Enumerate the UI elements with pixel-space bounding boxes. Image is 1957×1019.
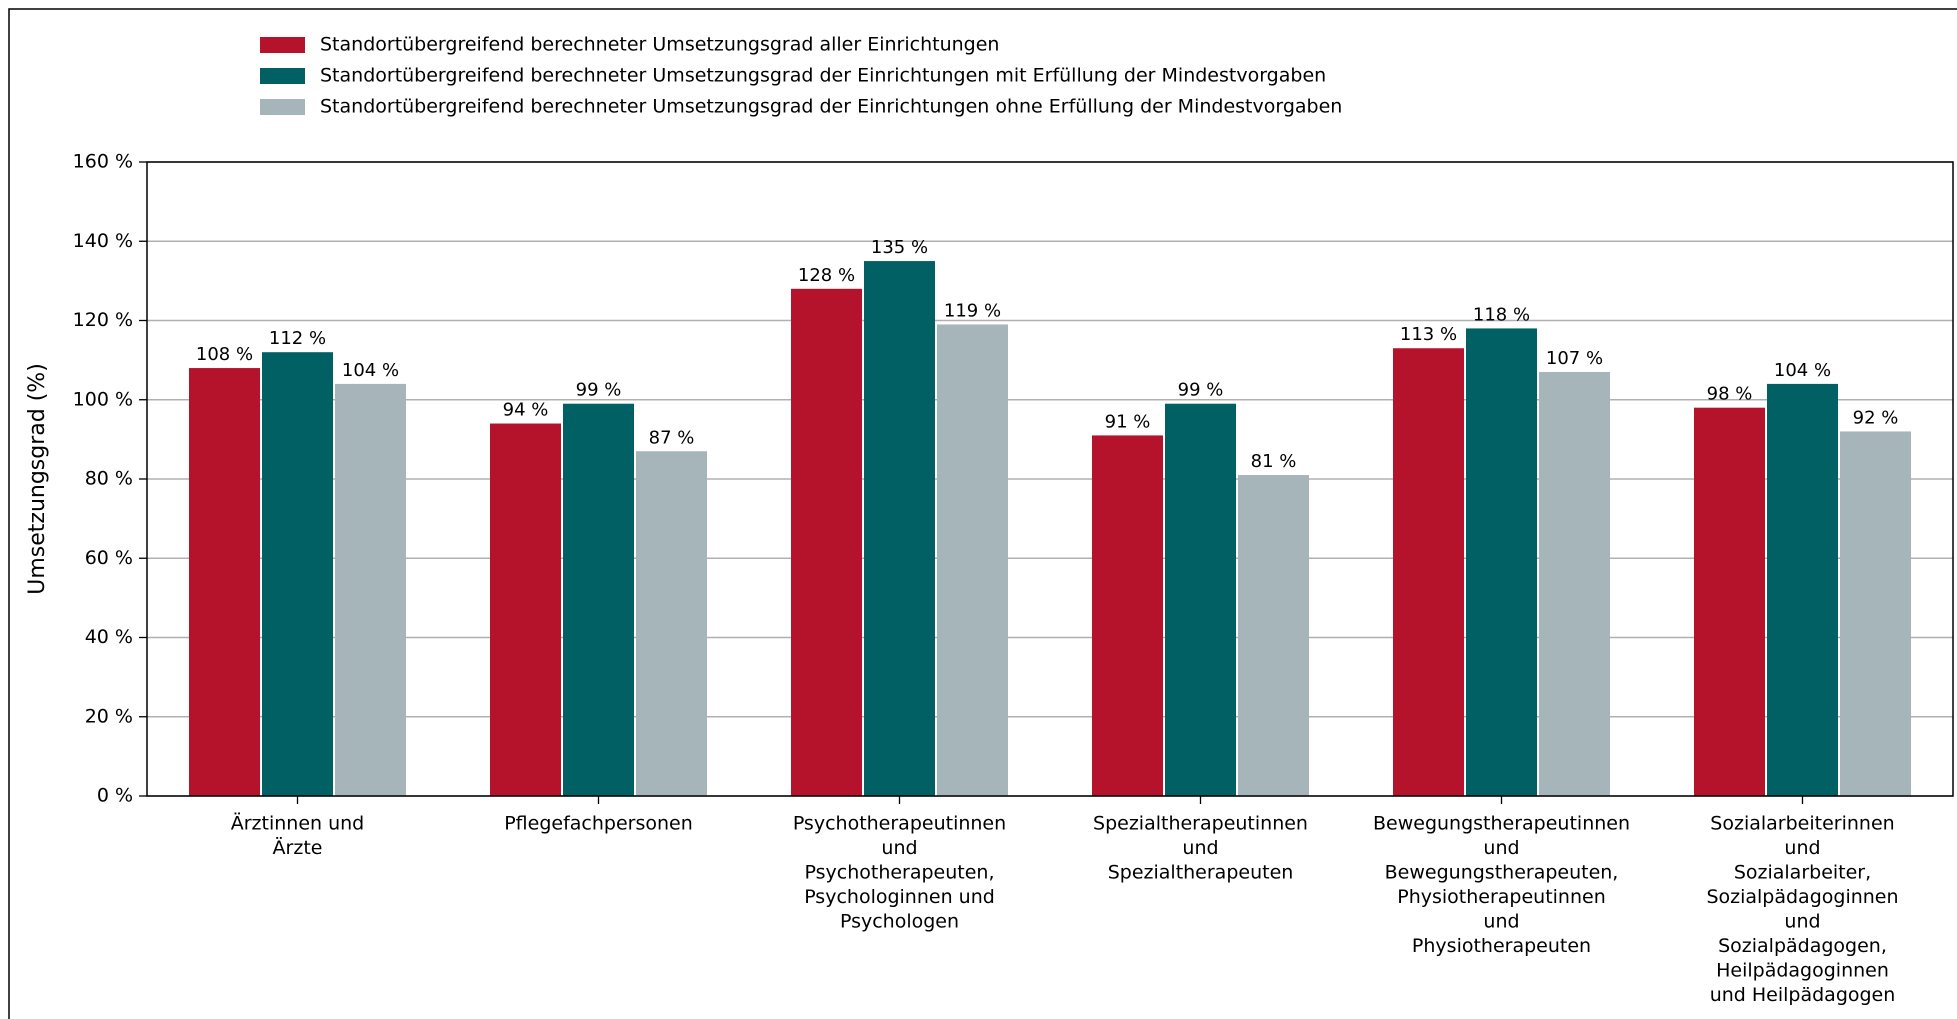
x-tick-label: Physiotherapeuten	[1412, 935, 1591, 957]
plot-frame	[146, 161, 1954, 797]
value-label: 118 %	[1473, 304, 1530, 325]
value-label: 107 %	[1546, 348, 1603, 369]
y-tick-label: 120 %	[73, 309, 133, 331]
legend-label: Standortübergreifend berechneter Umsetzu…	[320, 96, 1342, 118]
x-tick-label: und	[1182, 837, 1218, 859]
value-label: 91 %	[1105, 411, 1151, 432]
x-tick-label: Sozialpädagoginnen	[1706, 886, 1898, 908]
value-label: 99 %	[1178, 380, 1224, 401]
x-tick-label: Pflegefachpersonen	[504, 813, 693, 835]
x-tick-label: und	[881, 837, 917, 859]
x-tick-label: und	[1784, 837, 1820, 859]
x-tick-label: Psychologen	[840, 911, 959, 933]
value-label: 135 %	[871, 237, 928, 258]
value-label: 119 %	[944, 300, 1001, 321]
y-tick-label: 40 %	[85, 626, 133, 648]
legend-swatch	[260, 99, 305, 115]
bar	[1238, 475, 1309, 796]
value-label: 92 %	[1853, 407, 1899, 428]
bar	[1092, 435, 1163, 796]
value-label: 104 %	[342, 360, 399, 381]
bar	[1694, 407, 1765, 796]
bar	[791, 288, 862, 796]
bar	[636, 451, 707, 796]
value-label: 94 %	[503, 400, 549, 421]
bar	[490, 423, 561, 796]
x-tick-label: Ärzte	[273, 836, 323, 859]
bar	[563, 403, 634, 796]
bar	[1466, 328, 1537, 796]
x-tick-label: und	[1483, 911, 1519, 933]
x-tick-label: Bewegungstherapeuten,	[1385, 862, 1619, 884]
y-tick-label: 0 %	[97, 785, 133, 807]
value-label: 128 %	[798, 265, 855, 286]
value-label: 112 %	[269, 328, 326, 349]
x-tick-label: Heilpädagoginnen	[1716, 960, 1889, 982]
value-label: 104 %	[1774, 360, 1831, 381]
y-tick-label: 80 %	[85, 468, 133, 490]
x-tick-label: und	[1784, 911, 1820, 933]
bar	[937, 324, 1008, 796]
value-label: 99 %	[576, 380, 622, 401]
value-label: 98 %	[1707, 384, 1753, 405]
y-tick-label: 140 %	[73, 230, 133, 252]
x-tick-label: und	[1483, 837, 1519, 859]
y-axis-label: Umsetzungsgrad (%)	[25, 363, 50, 595]
legend-label: Standortübergreifend berechneter Umsetzu…	[320, 65, 1326, 87]
legend-swatch	[260, 68, 305, 84]
y-tick-label: 20 %	[85, 705, 133, 727]
x-tick-label: Bewegungstherapeutinnen	[1373, 813, 1630, 835]
x-tick-label: Sozialarbeiterinnen	[1710, 813, 1894, 835]
legend-label: Standortübergreifend berechneter Umsetzu…	[320, 34, 999, 56]
y-tick-label: 160 %	[73, 151, 133, 173]
value-label: 87 %	[649, 427, 695, 448]
y-tick-label: 100 %	[73, 388, 133, 410]
x-tick-label: Sozialpädagogen,	[1718, 935, 1887, 957]
x-tick-label: Sozialarbeiter,	[1734, 862, 1871, 884]
x-tick-label: Spezialtherapeutinnen	[1093, 813, 1308, 835]
bar	[864, 261, 935, 796]
x-tick-label: und Heilpädagogen	[1710, 984, 1896, 1006]
value-label: 81 %	[1251, 451, 1297, 472]
x-tick-label: Physiotherapeutinnen	[1397, 886, 1606, 908]
x-tick-label: Spezialtherapeuten	[1108, 862, 1294, 884]
bar	[1165, 403, 1236, 796]
bar	[1840, 431, 1911, 796]
x-tick-label: Ärztinnen und	[231, 812, 365, 835]
y-tick-label: 60 %	[85, 547, 133, 569]
figure-frame	[8, 8, 1957, 1019]
bar	[1767, 383, 1838, 796]
bar	[1539, 372, 1610, 796]
bar	[335, 383, 406, 796]
value-label: 108 %	[196, 344, 253, 365]
bar	[262, 352, 333, 796]
bar	[1393, 348, 1464, 796]
x-tick-label: Psychotherapeutinnen	[793, 813, 1006, 835]
bar	[189, 368, 260, 796]
value-label: 113 %	[1400, 324, 1457, 345]
x-tick-label: Psychologinnen und	[804, 886, 995, 908]
x-tick-label: Psychotherapeuten,	[804, 862, 994, 884]
legend-swatch	[260, 37, 305, 53]
